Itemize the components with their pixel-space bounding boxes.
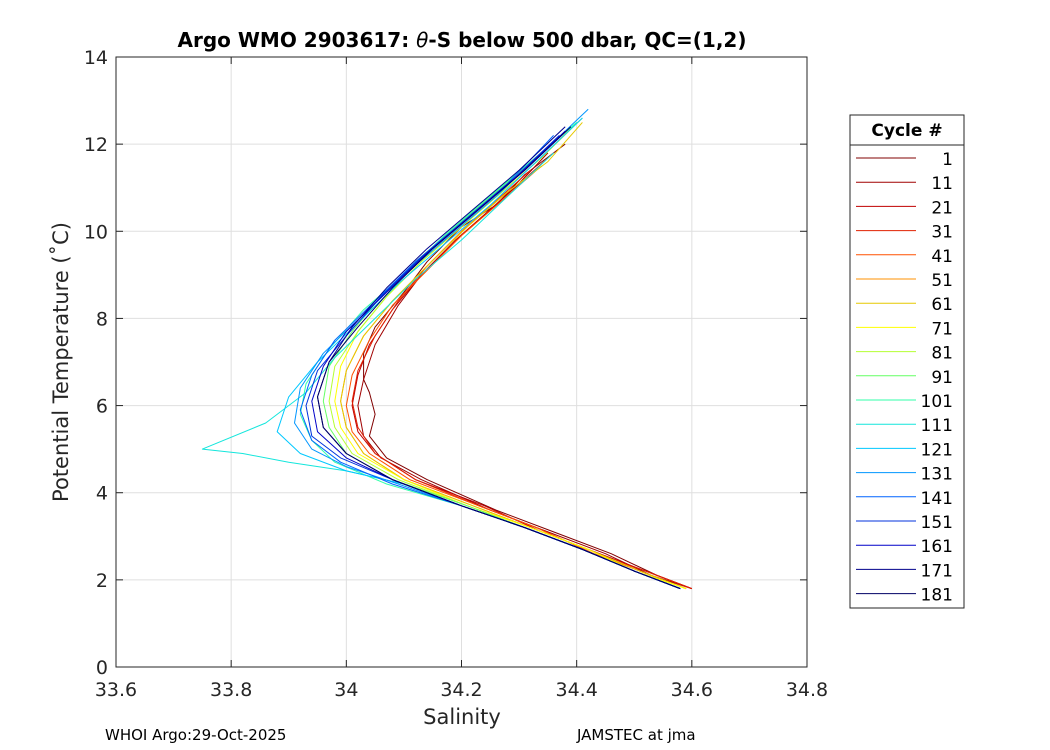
legend: Cycle # 11121314151617181911011111211311…: [849, 114, 965, 609]
legend-label-11: 11: [931, 174, 953, 194]
legend-label-31: 31: [931, 223, 953, 243]
y-tick-label: 2: [96, 570, 108, 592]
chart-title: Argo WMO 2903617: θ-S below 500 dbar, QC…: [178, 28, 747, 52]
legend-label-161: 161: [921, 537, 953, 557]
series-line-cycle-181: [317, 126, 681, 590]
legend-label-111: 111: [921, 416, 953, 436]
y-tick-label: 6: [96, 396, 108, 418]
y-tick-label: 14: [84, 47, 108, 69]
legend-label-171: 171: [921, 561, 953, 581]
chart-title-suffix: -S below 500 dbar, QC=(1,2): [428, 28, 746, 52]
legend-label-21: 21: [931, 198, 953, 218]
axis-ticks: 33.6 33.8 34 34.2 34.4 34.6 34.8 0 2 4 6 8 10 12 14: [84, 47, 828, 701]
legend-box: [849, 114, 965, 609]
legend-label-181: 181: [921, 586, 953, 606]
x-tick-label: 34.8: [786, 679, 828, 701]
x-tick-label: 34.2: [440, 679, 482, 701]
y-tick-label: 8: [96, 308, 108, 330]
footer-credit: JAMSTEC at jma: [577, 726, 696, 744]
series-lines: [201, 108, 692, 590]
legend-label-81: 81: [931, 344, 953, 364]
y-tick-label: 12: [84, 134, 108, 156]
legend-label-61: 61: [931, 295, 953, 315]
y-tick-label: 10: [84, 221, 108, 243]
legend-label-101: 101: [921, 392, 953, 412]
footer-source: WHOI Argo:29-Oct-2025: [105, 726, 287, 744]
x-tick-label: 34: [334, 679, 358, 701]
y-tick-label: 4: [96, 483, 108, 505]
legend-label-131: 131: [921, 465, 953, 485]
legend-label-151: 151: [921, 513, 953, 533]
legend-label-51: 51: [931, 271, 953, 291]
legend-title: Cycle #: [871, 121, 942, 141]
chart-title-theta: θ: [416, 28, 428, 52]
x-tick-label: 34.4: [556, 679, 598, 701]
legend-label-71: 71: [931, 319, 953, 339]
legend-label-41: 41: [931, 247, 953, 267]
x-tick-label: 33.8: [210, 679, 252, 701]
legend-label-121: 121: [921, 440, 953, 460]
y-tick-label: 0: [96, 657, 108, 679]
chart-title-prefix: Argo WMO 2903617:: [178, 28, 417, 52]
x-tick-label: 33.6: [95, 679, 137, 701]
legend-entries: 1112131415161718191101111121131141151161…: [856, 150, 953, 606]
legend-label-91: 91: [931, 368, 953, 388]
legend-label-1: 1: [942, 150, 953, 170]
x-axis-label: Salinity: [423, 705, 501, 729]
x-tick-label: 34.6: [671, 679, 713, 701]
y-axis-label: Potential Temperature (˚C): [49, 222, 73, 502]
legend-label-141: 141: [921, 489, 953, 509]
